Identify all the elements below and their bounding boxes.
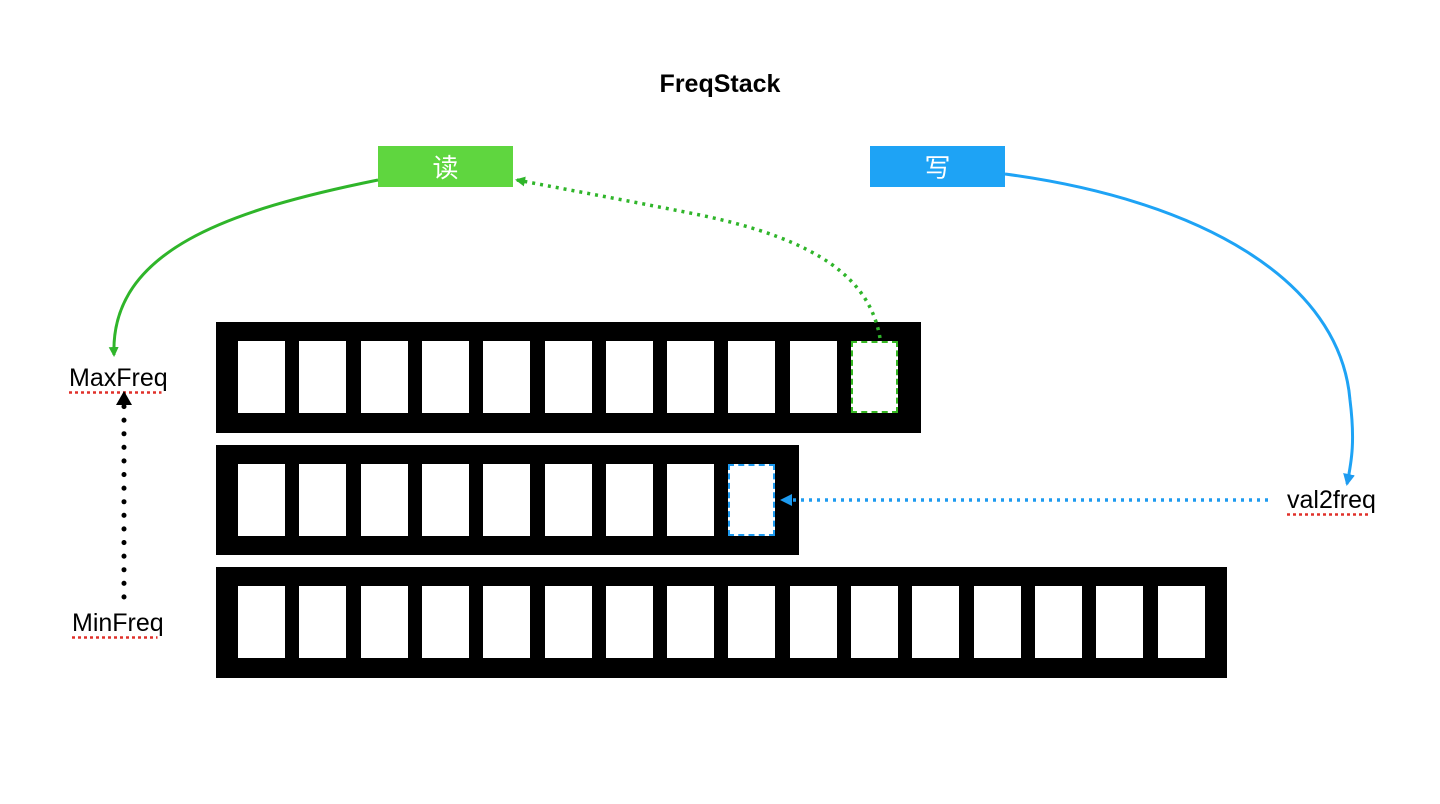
- stack-cell: [483, 586, 531, 658]
- stack-cell: [299, 586, 347, 658]
- stack-cell: [483, 464, 531, 536]
- stack-cell: [973, 586, 1021, 658]
- top-cell-to-read-arrow: [515, 176, 882, 339]
- stack-cell: [667, 341, 715, 413]
- max-freq-label: MaxFreq: [69, 364, 168, 392]
- stack-freq-1: [216, 567, 1227, 678]
- stack-cell-highlighted: [851, 341, 898, 413]
- stack-cell: [544, 341, 592, 413]
- stack-cell: [605, 341, 653, 413]
- diagram-title: FreqStack: [659, 70, 781, 98]
- stack-cell: [789, 341, 837, 413]
- stack-cell: [238, 586, 285, 658]
- stack-cell: [1157, 586, 1205, 658]
- stack-cell: [544, 464, 592, 536]
- min-freq-label: MinFreq: [72, 609, 164, 637]
- stack-cell: [789, 586, 837, 658]
- stack-cell: [299, 464, 347, 536]
- stack-cell: [1034, 586, 1082, 658]
- stack-cell: [360, 586, 408, 658]
- stack-cell: [421, 341, 469, 413]
- read-button[interactable]: 读: [378, 146, 513, 187]
- read-to-maxfreq-arrow: [108, 178, 379, 357]
- stack-cell: [421, 464, 469, 536]
- stack-cell: [667, 464, 715, 536]
- stack-cell: [299, 341, 347, 413]
- stack-cell: [1096, 586, 1144, 658]
- write-to-val2freq-arrow: [1004, 172, 1355, 486]
- stack-cell: [851, 586, 898, 658]
- stack-cell: [360, 464, 408, 536]
- stack-cell: [605, 464, 653, 536]
- stack-freq-2: [216, 445, 799, 555]
- stack-cell: [483, 341, 531, 413]
- stack-freq-3: [216, 322, 921, 433]
- stack-cell: [728, 586, 776, 658]
- stack-cell: [667, 586, 715, 658]
- write-button[interactable]: 写: [870, 146, 1005, 187]
- stack-cell: [728, 341, 776, 413]
- stack-cell: [421, 586, 469, 658]
- val2freq-label: val2freq: [1287, 486, 1376, 514]
- stack-cell-highlighted: [728, 464, 776, 536]
- stack-cell: [238, 464, 285, 536]
- stack-cell: [238, 341, 285, 413]
- stack-cell: [605, 586, 653, 658]
- stack-cell: [544, 586, 592, 658]
- stack-cell: [360, 341, 408, 413]
- stack-cell: [912, 586, 960, 658]
